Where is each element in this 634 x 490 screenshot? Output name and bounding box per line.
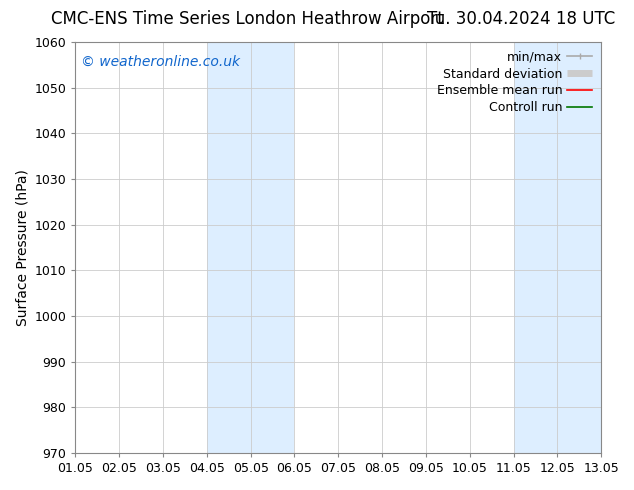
Y-axis label: Surface Pressure (hPa): Surface Pressure (hPa) xyxy=(15,169,29,326)
Legend: min/max, Standard deviation, Ensemble mean run, Controll run: min/max, Standard deviation, Ensemble me… xyxy=(432,46,597,119)
Text: © weatheronline.co.uk: © weatheronline.co.uk xyxy=(81,54,240,69)
Text: Tu. 30.04.2024 18 UTC: Tu. 30.04.2024 18 UTC xyxy=(427,10,615,28)
Bar xyxy=(514,42,601,453)
Bar xyxy=(207,42,294,453)
Text: CMC-ENS Time Series London Heathrow Airport: CMC-ENS Time Series London Heathrow Airp… xyxy=(51,10,443,28)
